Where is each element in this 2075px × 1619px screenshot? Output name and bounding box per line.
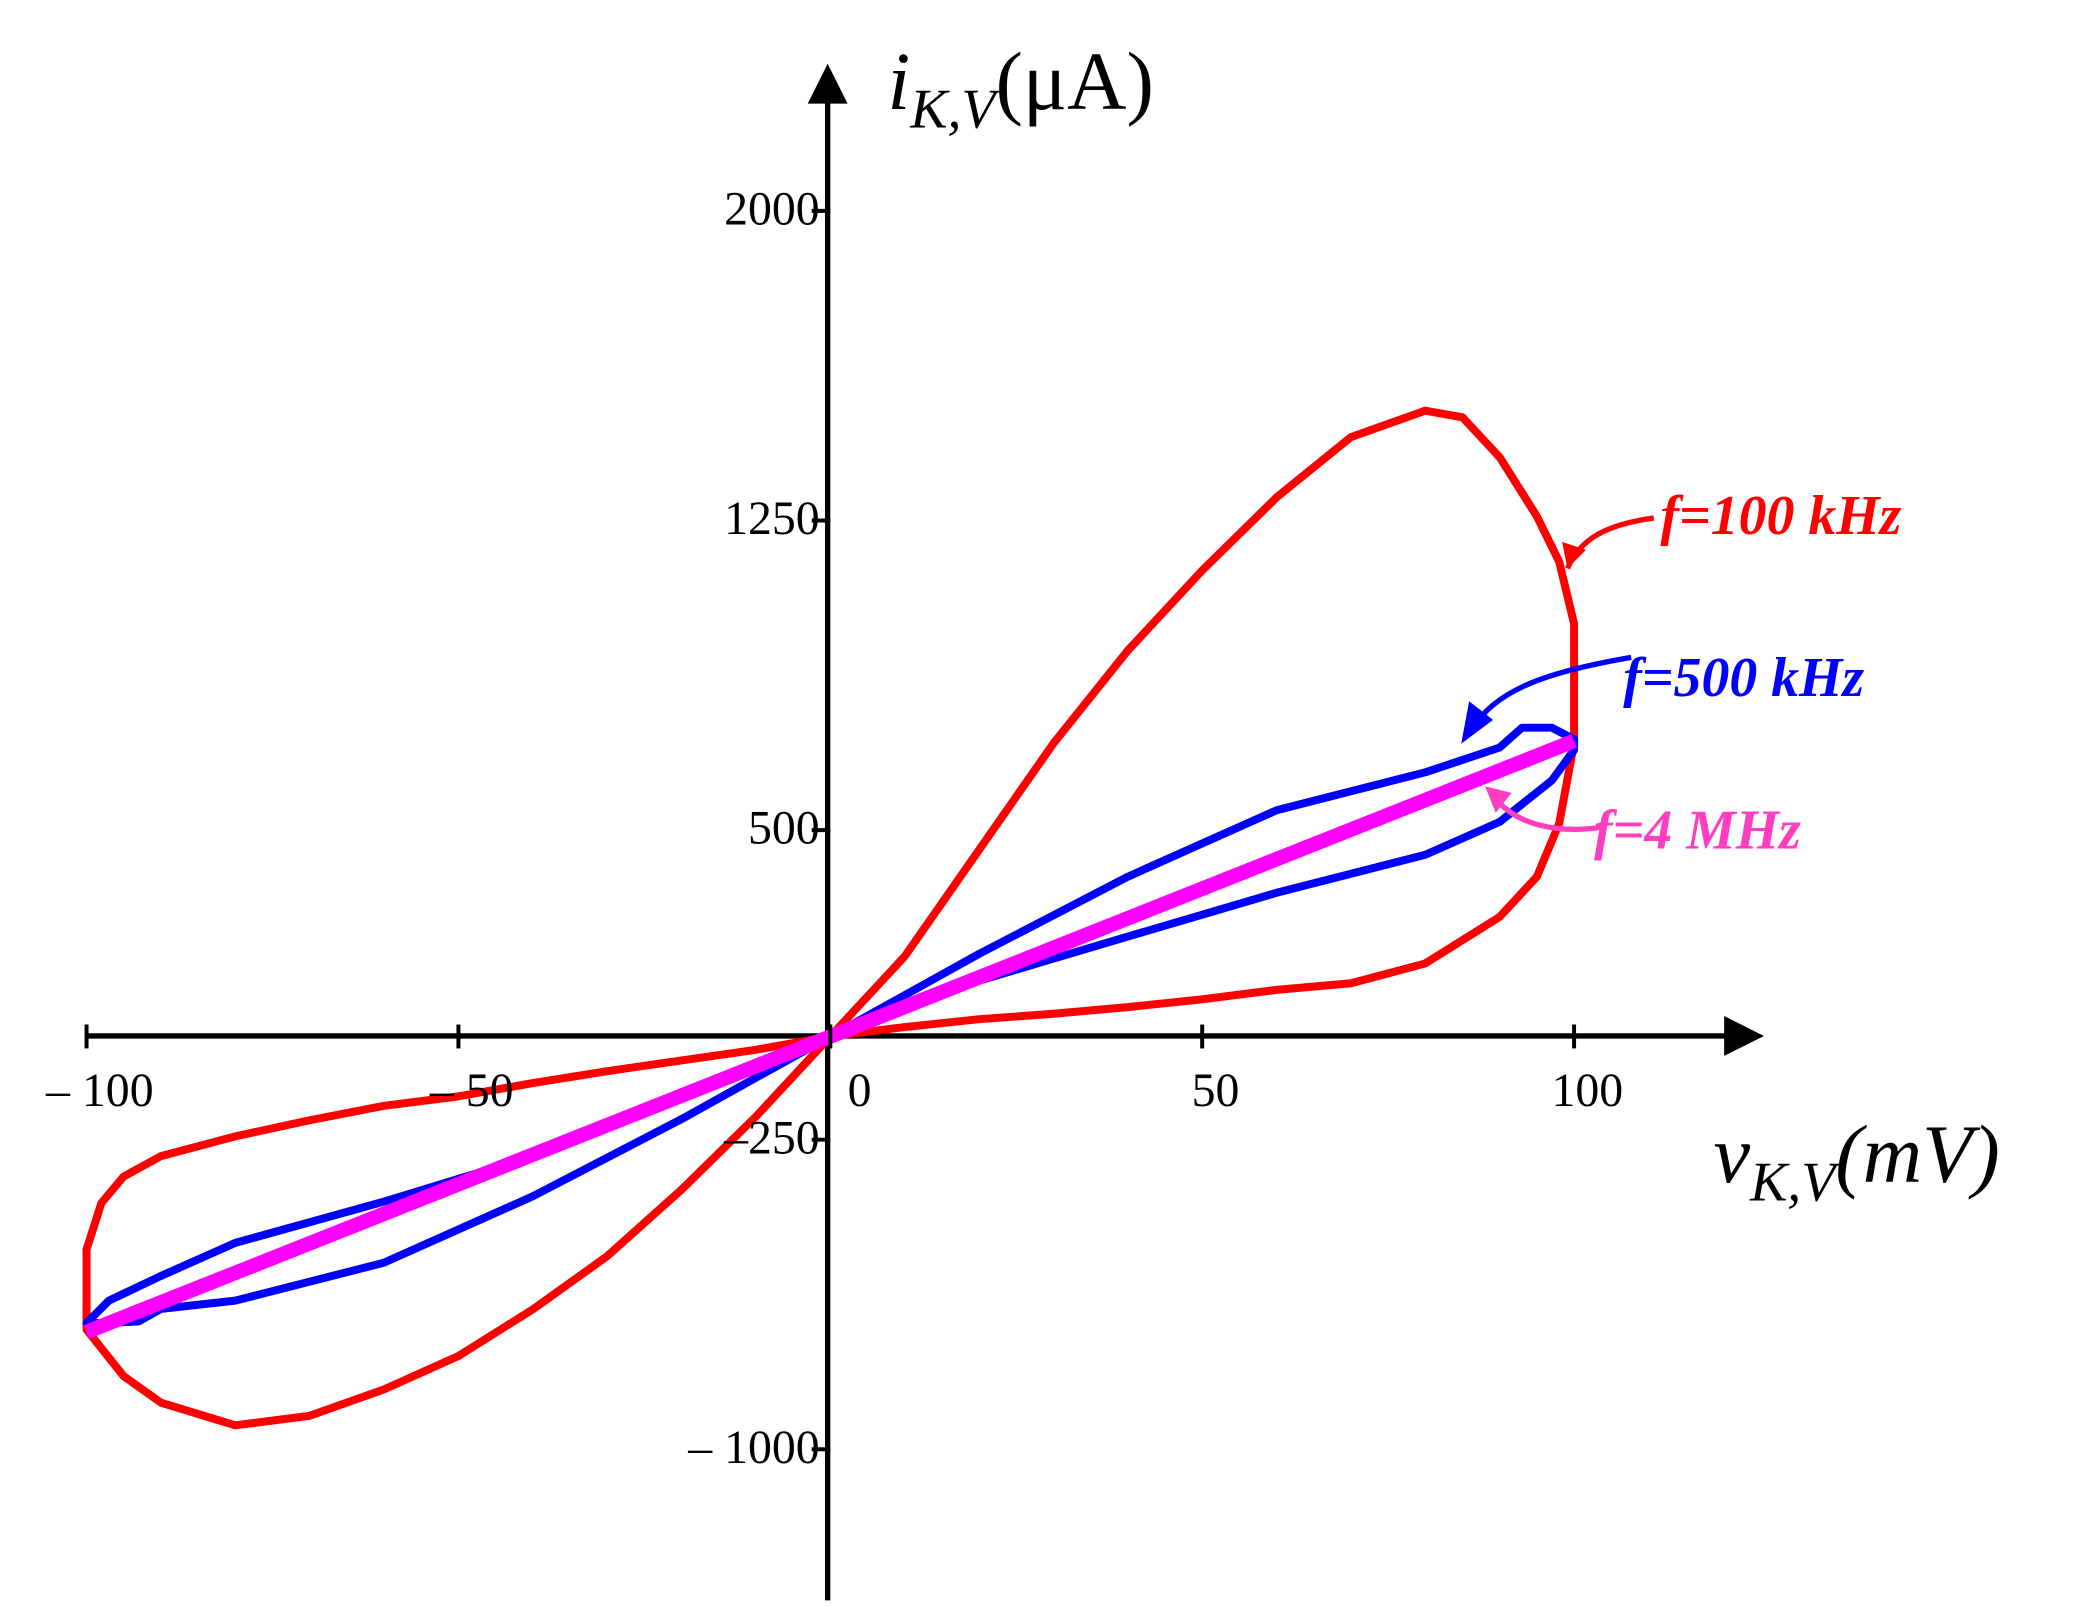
annotation-arrowhead xyxy=(1461,701,1494,744)
y-label-unit: (μA) xyxy=(995,36,1153,127)
x-tick-label: – 100 xyxy=(45,1064,154,1117)
annotation-arrow xyxy=(1564,515,1655,570)
y-label-sub: K,V xyxy=(909,79,1001,141)
y-tick-label: 2000 xyxy=(724,183,820,236)
y-axis-label: iK,V(μA) xyxy=(887,36,1154,141)
y-tick-label: 500 xyxy=(748,802,820,855)
x-tick-label: 100 xyxy=(1551,1064,1623,1117)
x-tick-label: 0 xyxy=(848,1064,872,1117)
x-label-sub: K,V xyxy=(1749,1152,1841,1214)
x-tick-label: – 50 xyxy=(429,1064,514,1117)
x-axis-arrow xyxy=(1724,1016,1764,1056)
x-axis-label: vK,V(mV) xyxy=(1714,1109,2000,1214)
legend-annotation: f=500 kHz xyxy=(1623,647,1864,709)
legend-annotation: f=100 kHz xyxy=(1660,485,1901,547)
series-line xyxy=(82,406,1579,1430)
y-tick-label: –250 xyxy=(723,1111,820,1164)
y-tick-label: – 1000 xyxy=(687,1421,819,1474)
x-label-main: v xyxy=(1714,1109,1751,1200)
annotation-arrow xyxy=(1469,654,1632,732)
annotation-arrowhead xyxy=(1562,541,1587,569)
x-tick-label: 50 xyxy=(1192,1064,1240,1117)
annotation-arrowhead xyxy=(1485,786,1512,813)
x-label-unit: (mV) xyxy=(1835,1109,2000,1200)
legend-annotation: f=4 MHz xyxy=(1594,800,1801,862)
y-axis-arrow xyxy=(807,63,848,104)
y-label-main: i xyxy=(887,36,910,127)
y-tick-label: 1250 xyxy=(724,492,820,545)
annotation-arrow xyxy=(1492,795,1602,832)
